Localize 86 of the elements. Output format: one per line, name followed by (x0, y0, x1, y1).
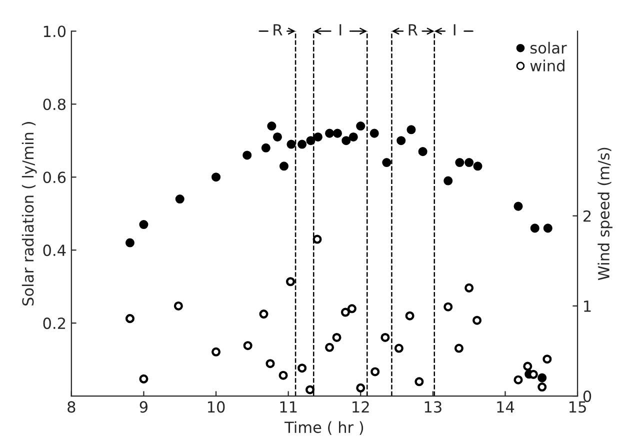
y-tick-label: 0.2 (43, 318, 66, 330)
y2-tick-label: 1 (584, 300, 591, 312)
y-axis-title: Solar radiation ( ly/min ) (22, 122, 37, 306)
point (212, 172, 221, 182)
point (514, 375, 523, 384)
point (543, 224, 552, 233)
point (125, 238, 134, 248)
point (175, 194, 184, 204)
point (242, 150, 252, 160)
point (312, 234, 322, 244)
point (472, 316, 482, 325)
point (538, 373, 547, 382)
point (370, 128, 379, 138)
x-tick-label: 8 (68, 401, 76, 413)
point (382, 158, 392, 168)
point (278, 370, 288, 380)
point (174, 301, 183, 310)
point (418, 147, 428, 156)
point (347, 304, 356, 314)
point (396, 136, 406, 146)
point (259, 310, 268, 319)
point (332, 332, 342, 342)
x-tick-label: 10 (208, 401, 225, 413)
annotation: R (408, 24, 418, 36)
point (473, 162, 482, 171)
point (243, 341, 252, 350)
y-tick-label: 1.0 (44, 26, 66, 38)
point (538, 382, 547, 392)
point (523, 362, 532, 371)
point (356, 383, 366, 392)
x-tick-label: 11 (280, 401, 297, 413)
point (306, 136, 316, 146)
point (266, 359, 275, 368)
point (212, 347, 221, 356)
point (306, 385, 315, 394)
y2-axis-title: Wind speed (m/s) (598, 148, 612, 280)
point (414, 377, 424, 386)
annotation: I (454, 24, 456, 36)
y-tick-label: 0.8 (43, 98, 66, 110)
y-tick-label: 0.4 (43, 244, 66, 256)
point (455, 158, 464, 168)
point (454, 344, 464, 353)
point (542, 354, 552, 364)
point (406, 125, 416, 134)
point (356, 122, 366, 131)
annotation: R (274, 24, 282, 36)
point (405, 311, 414, 320)
point (286, 140, 296, 149)
point (325, 342, 334, 352)
y2-tick-label: 2 (584, 210, 591, 222)
point (325, 128, 334, 138)
x-tick-label: 14 (497, 401, 514, 413)
x-tick-label: 15 (569, 401, 586, 413)
point (139, 220, 148, 230)
annotation: I (340, 24, 342, 36)
y-tick-label: 0.6 (43, 172, 66, 184)
point (313, 132, 322, 142)
x-tick-label: 9 (140, 401, 148, 413)
point (332, 128, 342, 138)
x-axis-title: Time ( hr ) (284, 421, 364, 435)
legend-label: wind (530, 60, 564, 72)
legend-label: solar (530, 42, 567, 54)
point (348, 132, 358, 142)
point (394, 344, 404, 353)
point (267, 122, 276, 131)
point (298, 364, 307, 373)
point (530, 224, 540, 233)
point (444, 302, 453, 312)
point (125, 314, 134, 324)
point (380, 332, 390, 342)
point (261, 143, 270, 152)
x-tick-label: 12 (352, 401, 369, 413)
point (139, 374, 148, 384)
x-tick-label: 13 (424, 401, 442, 413)
point (464, 158, 474, 168)
point (514, 202, 523, 211)
point (279, 162, 288, 171)
point (298, 140, 307, 149)
point (444, 176, 453, 186)
point (464, 283, 474, 292)
point (342, 136, 351, 146)
y2-tick-label: 0 (583, 390, 592, 402)
point (286, 277, 295, 286)
point (272, 132, 282, 142)
point (370, 367, 380, 376)
point (340, 308, 350, 317)
